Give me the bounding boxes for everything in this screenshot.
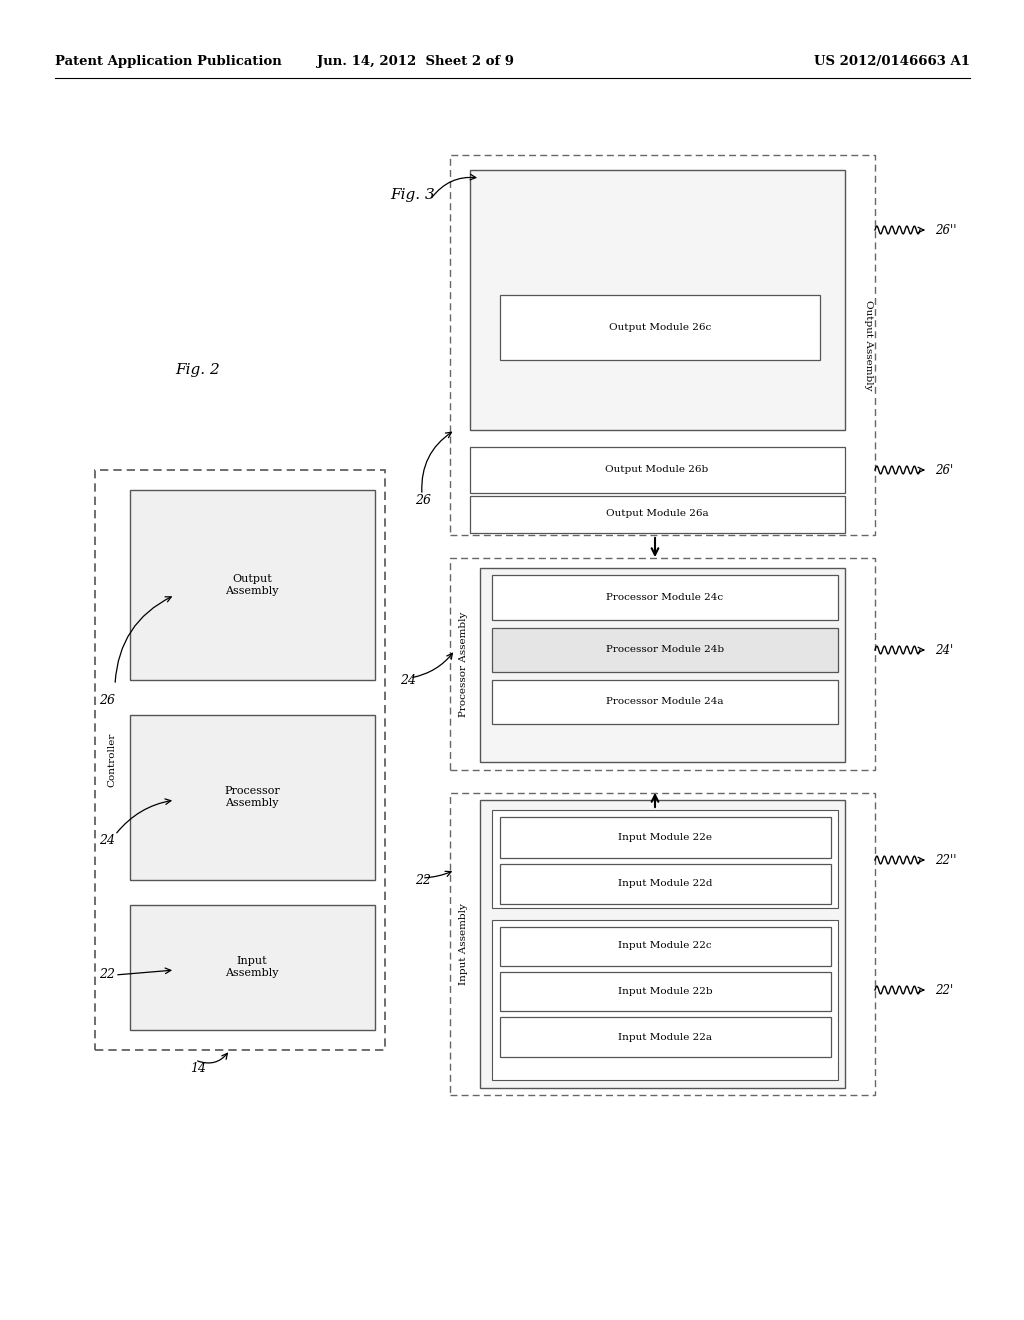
Text: 22'': 22'' — [935, 854, 956, 866]
Text: Output Module 26c: Output Module 26c — [609, 322, 711, 331]
Text: Input Module 22d: Input Module 22d — [617, 879, 713, 888]
FancyBboxPatch shape — [500, 1016, 831, 1057]
Text: Output Assembly: Output Assembly — [863, 300, 872, 391]
Text: Input Assembly: Input Assembly — [459, 903, 468, 985]
Text: 26': 26' — [935, 463, 953, 477]
Text: Fig. 2: Fig. 2 — [175, 363, 220, 378]
Text: 24': 24' — [935, 644, 953, 656]
Text: Output
Assembly: Output Assembly — [225, 574, 279, 595]
Text: Processor Assembly: Processor Assembly — [459, 611, 468, 717]
FancyBboxPatch shape — [470, 496, 845, 533]
FancyBboxPatch shape — [130, 490, 375, 680]
FancyBboxPatch shape — [470, 170, 845, 430]
Text: Processor
Assembly: Processor Assembly — [224, 787, 280, 808]
Text: Processor Module 24b: Processor Module 24b — [606, 645, 724, 655]
Text: 24: 24 — [99, 833, 115, 846]
Text: Input Module 22c: Input Module 22c — [618, 941, 712, 950]
FancyBboxPatch shape — [492, 920, 838, 1080]
FancyBboxPatch shape — [480, 800, 845, 1088]
Text: US 2012/0146663 A1: US 2012/0146663 A1 — [814, 55, 970, 69]
FancyBboxPatch shape — [500, 927, 831, 966]
FancyBboxPatch shape — [480, 568, 845, 762]
Text: Input
Assembly: Input Assembly — [225, 956, 279, 978]
FancyBboxPatch shape — [500, 817, 831, 858]
FancyBboxPatch shape — [492, 680, 838, 723]
Text: 24: 24 — [400, 673, 416, 686]
Text: 14: 14 — [190, 1061, 206, 1074]
Text: Output Module 26b: Output Module 26b — [605, 466, 709, 474]
Text: 26: 26 — [415, 494, 431, 507]
FancyBboxPatch shape — [492, 810, 838, 908]
Text: Input Module 22a: Input Module 22a — [618, 1032, 712, 1041]
Text: Output Module 26a: Output Module 26a — [605, 510, 709, 519]
Text: Input Module 22e: Input Module 22e — [618, 833, 712, 842]
Text: Processor Module 24c: Processor Module 24c — [606, 593, 724, 602]
FancyBboxPatch shape — [470, 447, 845, 492]
FancyBboxPatch shape — [500, 972, 831, 1011]
FancyBboxPatch shape — [130, 906, 375, 1030]
Text: 22: 22 — [99, 969, 115, 982]
FancyBboxPatch shape — [500, 294, 820, 360]
FancyBboxPatch shape — [500, 865, 831, 904]
Text: Processor Module 24a: Processor Module 24a — [606, 697, 724, 706]
Text: 22: 22 — [415, 874, 431, 887]
Text: Fig. 3: Fig. 3 — [390, 187, 435, 202]
FancyBboxPatch shape — [492, 576, 838, 620]
Text: Patent Application Publication: Patent Application Publication — [55, 55, 282, 69]
Text: Jun. 14, 2012  Sheet 2 of 9: Jun. 14, 2012 Sheet 2 of 9 — [316, 55, 513, 69]
Text: Input Module 22b: Input Module 22b — [617, 986, 713, 995]
Text: 26: 26 — [99, 693, 115, 706]
Text: 26'': 26'' — [935, 223, 956, 236]
Text: Controller: Controller — [108, 733, 117, 787]
FancyBboxPatch shape — [492, 628, 838, 672]
FancyBboxPatch shape — [130, 715, 375, 880]
Text: 22': 22' — [935, 983, 953, 997]
